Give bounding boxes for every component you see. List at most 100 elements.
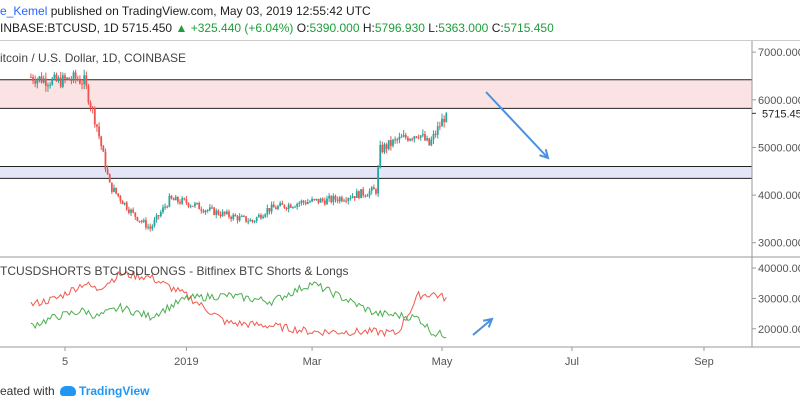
- candle-body: [355, 191, 358, 198]
- candle: [292, 206, 294, 209]
- candle: [309, 200, 311, 203]
- candle: [204, 209, 207, 215]
- candle: [230, 215, 233, 222]
- candle-body: [113, 187, 115, 192]
- candle-body: [398, 136, 401, 140]
- candle-body: [34, 80, 37, 84]
- candle-body: [96, 124, 98, 127]
- candle: [217, 209, 220, 216]
- candle: [164, 203, 167, 210]
- candle-body: [268, 208, 271, 212]
- candle: [38, 75, 41, 83]
- candle: [274, 205, 277, 210]
- tradingview-brand[interactable]: TradingView: [79, 384, 150, 398]
- candle-body: [196, 202, 198, 204]
- candle-body: [249, 219, 252, 222]
- price-tick-label-3: 4000.000: [758, 190, 800, 202]
- candle: [134, 212, 137, 220]
- candle: [104, 148, 107, 173]
- candle-body: [183, 198, 186, 200]
- candle: [117, 193, 120, 198]
- candle: [200, 206, 203, 214]
- candle-body: [330, 196, 333, 203]
- candle-body: [262, 216, 264, 219]
- candle-body: [228, 211, 230, 217]
- candle: [353, 196, 356, 201]
- candle: [445, 111, 448, 123]
- candle: [315, 198, 318, 201]
- candle-body: [202, 210, 205, 213]
- candle-body: [57, 77, 60, 82]
- candle-body: [396, 139, 399, 141]
- candle: [240, 214, 243, 217]
- candle-body: [157, 215, 160, 217]
- candle: [245, 216, 247, 223]
- candle-body: [194, 203, 196, 206]
- candle: [213, 206, 215, 216]
- candle: [106, 165, 109, 176]
- symbol-label: INBASE:BTCUSD, 1D: [0, 21, 119, 35]
- candle-body: [345, 200, 348, 202]
- candle: [328, 193, 331, 202]
- candle-body: [319, 198, 322, 203]
- candle: [225, 209, 228, 215]
- candle: [289, 203, 292, 209]
- candle-body: [313, 199, 316, 201]
- candle-body: [417, 137, 420, 139]
- candle-body: [110, 182, 113, 192]
- candle: [257, 213, 260, 218]
- candle-body: [40, 76, 43, 83]
- candle-body: [347, 198, 350, 201]
- candle: [262, 214, 264, 219]
- indicator-series-line-1: [30, 281, 447, 339]
- candle: [260, 213, 262, 220]
- candle-body: [164, 206, 167, 208]
- candle-body: [153, 219, 156, 226]
- price-zones: [0, 79, 752, 179]
- candle: [194, 201, 196, 208]
- candle: [81, 78, 83, 90]
- candle: [66, 76, 69, 81]
- candle-body: [223, 211, 226, 214]
- candle: [53, 71, 56, 80]
- candle: [355, 188, 358, 199]
- candle-body: [315, 198, 318, 200]
- candle: [198, 201, 201, 210]
- candle: [206, 209, 209, 213]
- candle: [44, 72, 47, 92]
- candle: [326, 195, 328, 205]
- candle-body: [368, 191, 371, 196]
- candle: [61, 72, 64, 89]
- candle-body: [294, 206, 296, 208]
- candle: [179, 199, 181, 205]
- candle: [183, 197, 186, 201]
- candle-body: [136, 216, 139, 221]
- candle-body: [66, 77, 69, 79]
- candle: [283, 204, 286, 210]
- low-value: 5363.000: [438, 21, 489, 35]
- candle: [47, 82, 49, 92]
- candle-body: [93, 108, 96, 125]
- candle-body: [404, 134, 407, 138]
- chart-area[interactable]: 7000.000 6000.000 5000.000 4000.000 3000.000…: [0, 40, 800, 380]
- candle-body: [55, 74, 58, 82]
- candle: [151, 224, 154, 231]
- author-name[interactable]: e_Kemel: [0, 4, 48, 18]
- candle-body: [421, 134, 424, 136]
- candle: [347, 197, 350, 205]
- indicator-lines: [30, 270, 447, 339]
- candle: [298, 201, 301, 208]
- candle: [306, 198, 309, 205]
- candle: [238, 213, 241, 222]
- candle-body: [102, 146, 105, 152]
- candle: [64, 72, 66, 84]
- candle: [270, 201, 273, 215]
- candle-body: [206, 209, 209, 211]
- candle-body: [426, 138, 428, 141]
- candle: [311, 196, 313, 203]
- candle-body: [170, 195, 173, 199]
- candle-body: [370, 187, 373, 192]
- candle-body: [117, 193, 120, 197]
- candle-body: [400, 136, 403, 138]
- candle: [228, 209, 230, 219]
